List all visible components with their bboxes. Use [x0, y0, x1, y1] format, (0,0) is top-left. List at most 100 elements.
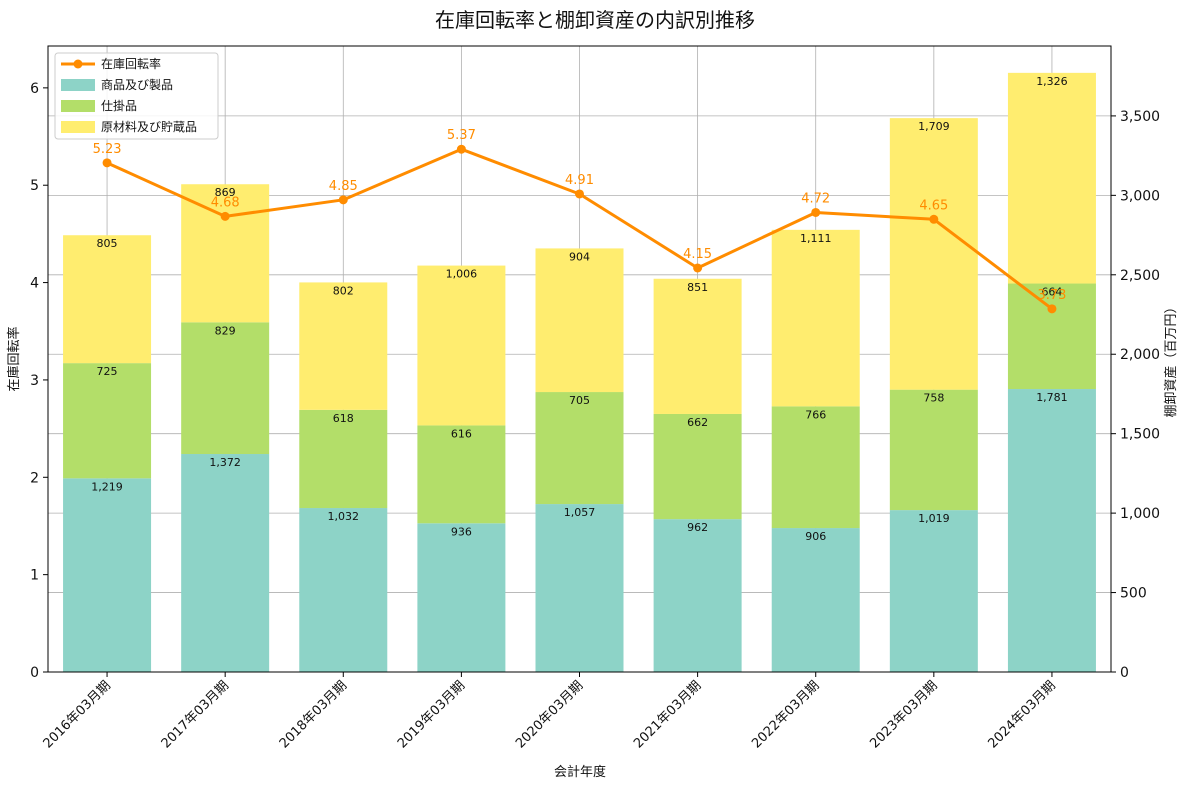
legend-label: 仕掛品: [101, 98, 137, 113]
x-tick-label: 2024年03月期: [985, 678, 1058, 751]
bar-value-label: 829: [215, 324, 236, 337]
bar-segment: [181, 454, 270, 672]
bar-value-label: 851: [687, 281, 708, 294]
turnover-point: [929, 214, 939, 224]
x-tick-label: 2017年03月期: [159, 678, 232, 751]
bar-segment: [181, 322, 270, 455]
bar-value-label: 1,709: [918, 120, 950, 133]
turnover-point: [693, 263, 703, 273]
x-tick-label: 2021年03月期: [631, 678, 704, 751]
turnover-value-label: 4.68: [211, 195, 240, 210]
bar-segment: [771, 406, 860, 529]
y-right-tick-label: 500: [1120, 586, 1147, 602]
bar-value-label: 1,326: [1036, 75, 1068, 88]
turnover-point: [456, 144, 466, 154]
x-tick-label: 2022年03月期: [749, 678, 822, 751]
bar-segment: [417, 265, 506, 426]
y-right-tick-label: 2,500: [1120, 268, 1160, 284]
bars: [63, 72, 1096, 672]
bar-value-label: 962: [687, 521, 708, 534]
legend-label: 商品及び製品: [101, 77, 173, 92]
bar-segment: [1007, 283, 1096, 390]
turnover-value-label: 4.91: [565, 173, 594, 188]
bar-segment: [63, 478, 152, 672]
bar-segment: [653, 519, 742, 672]
x-axis: 2016年03月期 2017年03月期 2018年03月期 2019年03月期 2020…: [41, 672, 1059, 752]
bar-value-label: 725: [97, 365, 118, 378]
y-right-tick-label: 2,000: [1120, 347, 1160, 363]
bar-segment: [1007, 389, 1096, 672]
legend-line-marker: [73, 59, 83, 69]
bar-segment: [63, 363, 152, 479]
x-axis-label: 会計年度: [554, 764, 606, 780]
turnover-point: [338, 195, 348, 205]
bar-value-label: 758: [923, 392, 944, 405]
bar-segment: [771, 229, 860, 407]
bar-value-label: 936: [451, 525, 472, 538]
y-right-tick-label: 3,500: [1120, 109, 1160, 125]
bar-segment: [299, 282, 388, 410]
bar-value-label: 869: [215, 186, 236, 199]
bar-value-label: 1,019: [918, 512, 950, 525]
bar-value-label: 618: [333, 412, 354, 425]
bar-value-label: 904: [569, 250, 590, 263]
bar-segment: [1007, 72, 1096, 284]
legend-box: [54, 52, 219, 140]
bar-value-label: 1,219: [91, 480, 123, 493]
bar-segment: [299, 508, 388, 672]
legend-swatch: [61, 100, 95, 112]
turnover-point: [102, 158, 112, 168]
bar-value-label: 805: [97, 237, 118, 250]
bar-value-label: 664: [1041, 286, 1062, 299]
turnover-value-label: 4.15: [683, 247, 712, 262]
y-right-tick-label: 3,000: [1120, 188, 1160, 204]
bar-value-label: 766: [805, 408, 826, 421]
turnover-point: [220, 211, 230, 221]
bar-segment: [771, 528, 860, 672]
y-right-tick-label: 1,500: [1120, 427, 1160, 443]
legend-label: 原材料及び貯蔵品: [101, 120, 197, 134]
bar-segment: [653, 278, 742, 414]
turnover-value-label: 5.23: [93, 142, 122, 157]
y-left-tick-label: 3: [30, 373, 39, 389]
turnover-point: [1047, 304, 1057, 314]
bar-segment: [63, 235, 152, 364]
y-axis-left-label: 在庫回転率: [6, 326, 22, 391]
bar-value-label: 802: [333, 284, 354, 297]
bar-segment: [181, 184, 270, 323]
turnover-value-label: 4.72: [801, 191, 830, 206]
y-left-tick-label: 6: [30, 81, 39, 97]
bar-value-label: 1,006: [446, 268, 478, 281]
bar-segment: [535, 504, 624, 672]
bar-segment: [535, 392, 624, 505]
turnover-point: [575, 189, 584, 199]
bar-value-label: 1,372: [209, 456, 241, 469]
bar-value-label: 1,032: [328, 510, 360, 523]
bar-segment: [417, 523, 506, 672]
bar-value-label: 662: [687, 416, 708, 429]
x-tick-label: 2018年03月期: [277, 678, 350, 751]
legend-swatch: [61, 121, 95, 133]
y-axis-left: 0 1 2 3 4 5 6: [30, 81, 48, 681]
y-right-tick-label: 0: [1120, 665, 1129, 681]
turnover-value-label: 5.37: [447, 128, 476, 143]
legend-swatch: [61, 79, 95, 91]
bar-value-label: 705: [569, 394, 590, 407]
bar-segment: [535, 248, 624, 393]
y-right-tick-label: 1,000: [1120, 506, 1160, 522]
bar-labels: 1,219 1,372 1,032 936 1,057 962 906 1,019 1,781 7…: [91, 75, 1067, 543]
x-tick-label: 2019年03月期: [395, 678, 468, 751]
bar-value-label: 616: [451, 427, 472, 440]
y-left-tick-label: 0: [30, 665, 39, 681]
y-left-tick-label: 2: [30, 470, 39, 486]
turnover-line: 5.23 4.68 4.85 5.37 4.91 4.15 4.72 4.65 3.73: [93, 128, 1066, 314]
bar-segment: [299, 409, 388, 509]
legend-label: 在庫回転率: [101, 56, 161, 71]
y-axis-right: 0 500 1,000 1,500 2,000 2,500 3,000 3,500: [1111, 109, 1160, 681]
y-axis-right-label: 棚卸資産（百万円）: [1163, 300, 1179, 417]
y-left-tick-label: 4: [30, 276, 39, 292]
bar-value-label: 906: [805, 530, 826, 543]
bar-segment: [889, 510, 978, 672]
x-tick-label: 2016年03月期: [41, 678, 114, 751]
